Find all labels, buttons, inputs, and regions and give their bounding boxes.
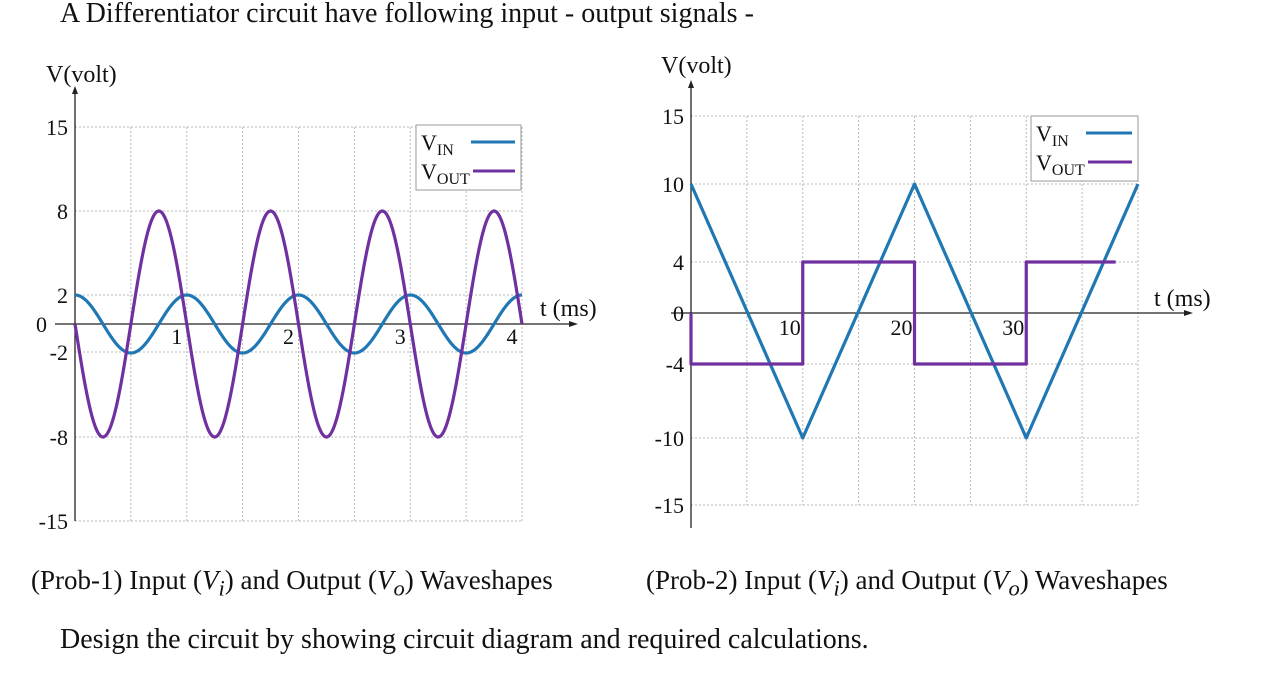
caption-subscript: i: [833, 575, 840, 601]
instruction-text: Design the circuit by showing circuit di…: [60, 624, 869, 655]
caption-text: ) and Output (: [224, 565, 377, 595]
legend-label-main: V: [1036, 150, 1052, 175]
y-axis-arrow: [688, 80, 694, 88]
y-tick-label: -10: [655, 426, 684, 451]
page-heading: A Differentiator circuit have following …: [60, 0, 754, 29]
x-tick-label: 20: [891, 315, 913, 340]
caption-symbol: V: [201, 565, 219, 595]
y-tick-label: 15: [662, 104, 684, 129]
legend-label-main: V: [421, 159, 437, 184]
y-tick-label: 4: [673, 250, 684, 275]
x-tick-label: 30: [1002, 315, 1024, 340]
y-axis-label: V(volt): [661, 53, 732, 79]
x-tick-label: 10: [779, 315, 801, 340]
y-tick-label: -4: [666, 352, 684, 377]
x-tick-label: 1: [171, 324, 182, 349]
caption-subscript: i: [218, 575, 225, 601]
series-vout-line: [73, 209, 524, 439]
caption-text: ) and Output (: [839, 565, 992, 595]
y-tick-label: 0: [673, 301, 684, 326]
series-vin-line: [74, 293, 523, 355]
caption-text: ) Waveshapes: [404, 565, 553, 595]
legend-box: [415, 124, 522, 191]
y-tick-label: -2: [50, 340, 68, 365]
y-tick-label: -15: [655, 493, 684, 518]
x-tick-label: 2: [283, 324, 294, 349]
y-axis-label: V(volt): [46, 62, 117, 88]
legend-label-vout: VOUT: [421, 159, 470, 188]
caption-symbol: V: [376, 565, 394, 595]
caption-symbol: V: [991, 565, 1009, 595]
caption-text: (Prob-1) Input (: [31, 565, 202, 595]
y-axis-arrow: [72, 86, 78, 94]
x-axis-arrow: [569, 321, 578, 327]
caption-text: (Prob-2) Input (: [646, 565, 817, 595]
legend-label-sub: IN: [1052, 133, 1069, 150]
y-tick-label: -8: [50, 425, 68, 450]
caption-subscript: o: [1008, 575, 1020, 601]
series-vout-line: [689, 260, 1116, 366]
legend-label-main: V: [421, 130, 437, 155]
y-tick-label: 2: [57, 283, 68, 308]
caption-prob-2: (Prob-2) Input (Vi) and Output (Vo) Wave…: [646, 565, 1168, 601]
caption-subscript: o: [393, 575, 405, 601]
x-axis-label: t (ms): [1154, 286, 1211, 312]
caption-text: ) Waveshapes: [1019, 565, 1168, 595]
legend-label-sub: IN: [437, 142, 454, 159]
y-tick-label: 8: [57, 199, 68, 224]
caption-symbol: V: [816, 565, 834, 595]
y-tick-label: 15: [46, 115, 68, 140]
legend-label-vin: VIN: [1036, 121, 1069, 150]
x-axis-label: t (ms): [540, 296, 597, 322]
legend-label-sub: OUT: [1052, 162, 1085, 179]
series-vin-line: [689, 182, 1140, 440]
caption-prob-1: (Prob-1) Input (Vi) and Output (Vo) Wave…: [31, 565, 553, 601]
legend-label-main: V: [1036, 121, 1052, 146]
x-axis-arrow: [1184, 310, 1193, 316]
y-tick-label: 0: [36, 312, 47, 337]
legend-box: [1030, 115, 1139, 182]
y-tick-label: 10: [662, 172, 684, 197]
legend-label-vin: VIN: [421, 130, 454, 159]
y-tick-label: -15: [39, 509, 68, 534]
legend-label-vout: VOUT: [1036, 150, 1085, 179]
x-tick-label: 4: [507, 324, 518, 349]
legend-label-sub: OUT: [437, 171, 470, 188]
x-tick-label: 3: [395, 324, 406, 349]
